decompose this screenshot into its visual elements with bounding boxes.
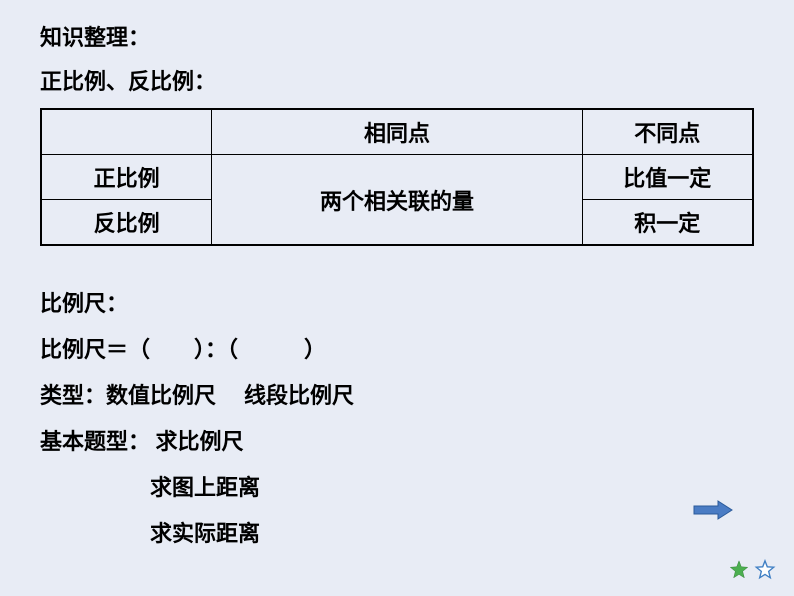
basic-item-3: 求实际距离 <box>150 516 754 548</box>
header-cell-diff: 不同点 <box>582 109 753 155</box>
basic-item-1: 求比例尺 <box>156 429 244 454</box>
merged-same-cell: 两个相关联的量 <box>212 155 582 246</box>
header-cell-same: 相同点 <box>212 109 582 155</box>
basic-label: 基本题型： <box>40 429 150 454</box>
row2-label: 反比例 <box>41 200 212 246</box>
table-header-row: 相同点 不同点 <box>41 109 753 155</box>
scale-formula: 比例尺＝（ ）：（ ） <box>40 332 754 364</box>
row2-diff: 积一定 <box>582 200 753 246</box>
star-green-icon[interactable] <box>728 559 750 581</box>
arrow-path <box>694 501 732 519</box>
type-numeric: 数值比例尺 <box>106 383 216 408</box>
table-row: 正比例 两个相关联的量 比值一定 <box>41 155 753 200</box>
basic-type-line: 基本题型： 求比例尺 <box>40 424 754 456</box>
basic-item-2: 求图上距离 <box>150 470 754 502</box>
type-segment: 线段比例尺 <box>244 383 354 408</box>
next-arrow-icon[interactable] <box>692 499 734 526</box>
scale-section-label: 比例尺： <box>40 286 754 318</box>
stars-container <box>728 559 776 586</box>
comparison-table: 相同点 不同点 正比例 两个相关联的量 比值一定 反比例 积一定 <box>40 108 754 246</box>
row1-label: 正比例 <box>41 155 212 200</box>
row1-diff: 比值一定 <box>582 155 753 200</box>
type-prefix: 类型： <box>40 383 106 408</box>
header-cell-empty <box>41 109 212 155</box>
knowledge-heading: 知识整理： <box>40 20 754 52</box>
star-blue-icon[interactable] <box>754 559 776 581</box>
scale-type-line: 类型：数值比例尺 线段比例尺 <box>40 378 754 410</box>
proportion-subheading: 正比例、反比例： <box>40 64 754 96</box>
